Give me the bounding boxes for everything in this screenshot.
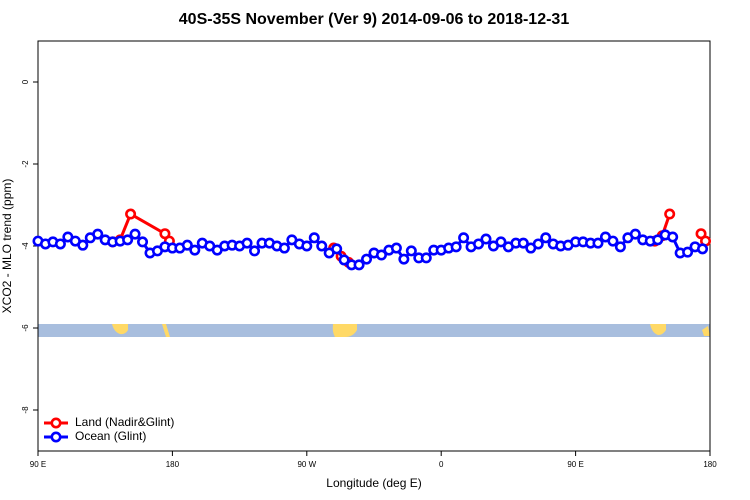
point <box>592 237 604 249</box>
point <box>189 244 201 256</box>
point <box>473 238 485 250</box>
chart-title: 40S-35S November (Ver 9) 2014-09-06 to 2… <box>179 11 570 28</box>
point <box>652 234 664 246</box>
legend-marker <box>50 431 62 443</box>
point <box>629 228 641 240</box>
point <box>480 233 492 245</box>
x-tick-label: 90 E <box>567 460 583 469</box>
point <box>398 253 410 265</box>
point <box>667 231 679 243</box>
point <box>390 242 402 254</box>
point <box>54 238 66 250</box>
point <box>420 252 432 264</box>
y-tick-label: -6 <box>21 324 30 332</box>
point <box>181 239 193 251</box>
x-tick-label: 90 W <box>297 460 316 469</box>
legend-label: Ocean (Glint) <box>75 429 146 443</box>
legend-label: Land (Nadir&Glint) <box>75 415 174 429</box>
y-tick-label: -8 <box>21 406 30 414</box>
point <box>125 208 137 220</box>
x-axis-label: Longitude (deg E) <box>326 476 421 490</box>
plot-frame <box>37 40 711 452</box>
point <box>495 236 507 248</box>
point <box>278 242 290 254</box>
point <box>664 208 676 220</box>
point <box>532 238 544 250</box>
point <box>301 240 313 252</box>
point <box>682 246 694 258</box>
x-tick-label: 180 <box>703 460 717 469</box>
legend-marker <box>50 417 62 429</box>
map-land <box>112 324 710 337</box>
y-axis-label: XCO2 - MLO trend (ppm) <box>0 179 14 314</box>
point <box>308 232 320 244</box>
point <box>361 253 373 265</box>
x-tick-label: 90 E <box>30 460 46 469</box>
point <box>607 235 619 247</box>
y-tick-label: -4 <box>21 242 30 250</box>
point <box>697 243 709 255</box>
point <box>458 232 470 244</box>
point <box>129 228 141 240</box>
point <box>241 237 253 249</box>
map-ocean-strip <box>38 324 710 337</box>
point <box>540 232 552 244</box>
point <box>249 245 261 257</box>
point <box>375 249 387 261</box>
point <box>450 241 462 253</box>
point <box>331 243 343 255</box>
x-tick-label: 0 <box>439 460 444 469</box>
y-tick-label: -2 <box>21 160 30 168</box>
x-tick-label: 180 <box>166 460 180 469</box>
point <box>77 239 89 251</box>
point <box>353 259 365 271</box>
point <box>92 228 104 240</box>
point <box>405 245 417 257</box>
point <box>137 236 149 248</box>
point <box>122 234 134 246</box>
point <box>517 237 529 249</box>
y-tick-label: 0 <box>21 79 30 84</box>
point <box>338 254 350 266</box>
point <box>316 240 328 252</box>
point <box>614 241 626 253</box>
